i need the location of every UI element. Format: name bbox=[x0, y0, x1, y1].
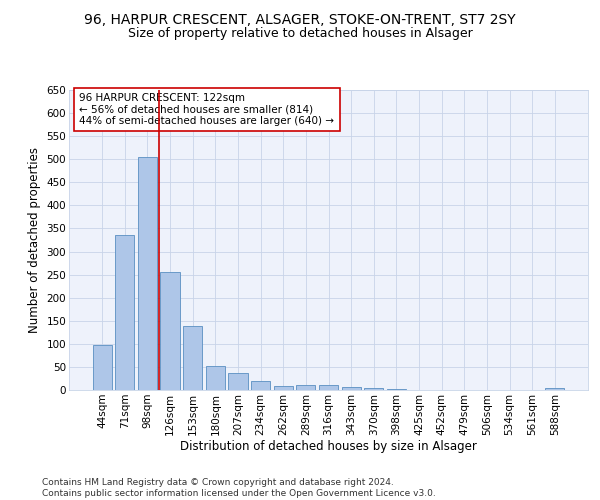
Bar bbox=[274, 386, 293, 390]
Y-axis label: Number of detached properties: Number of detached properties bbox=[28, 147, 41, 333]
Bar bbox=[319, 386, 338, 390]
Bar bbox=[251, 381, 270, 390]
Bar bbox=[296, 386, 316, 390]
Bar bbox=[92, 345, 112, 390]
Bar bbox=[387, 389, 406, 390]
Bar bbox=[138, 157, 157, 390]
Bar bbox=[341, 387, 361, 390]
Bar bbox=[183, 326, 202, 390]
Bar bbox=[206, 366, 225, 390]
Bar bbox=[115, 236, 134, 390]
Text: Contains HM Land Registry data © Crown copyright and database right 2024.
Contai: Contains HM Land Registry data © Crown c… bbox=[42, 478, 436, 498]
Bar bbox=[545, 388, 565, 390]
Bar bbox=[160, 272, 180, 390]
Text: Size of property relative to detached houses in Alsager: Size of property relative to detached ho… bbox=[128, 28, 472, 40]
Bar bbox=[364, 388, 383, 390]
Text: 96, HARPUR CRESCENT, ALSAGER, STOKE-ON-TRENT, ST7 2SY: 96, HARPUR CRESCENT, ALSAGER, STOKE-ON-T… bbox=[84, 12, 516, 26]
Text: 96 HARPUR CRESCENT: 122sqm
← 56% of detached houses are smaller (814)
44% of sem: 96 HARPUR CRESCENT: 122sqm ← 56% of deta… bbox=[79, 93, 334, 126]
Bar bbox=[229, 373, 248, 390]
X-axis label: Distribution of detached houses by size in Alsager: Distribution of detached houses by size … bbox=[180, 440, 477, 454]
